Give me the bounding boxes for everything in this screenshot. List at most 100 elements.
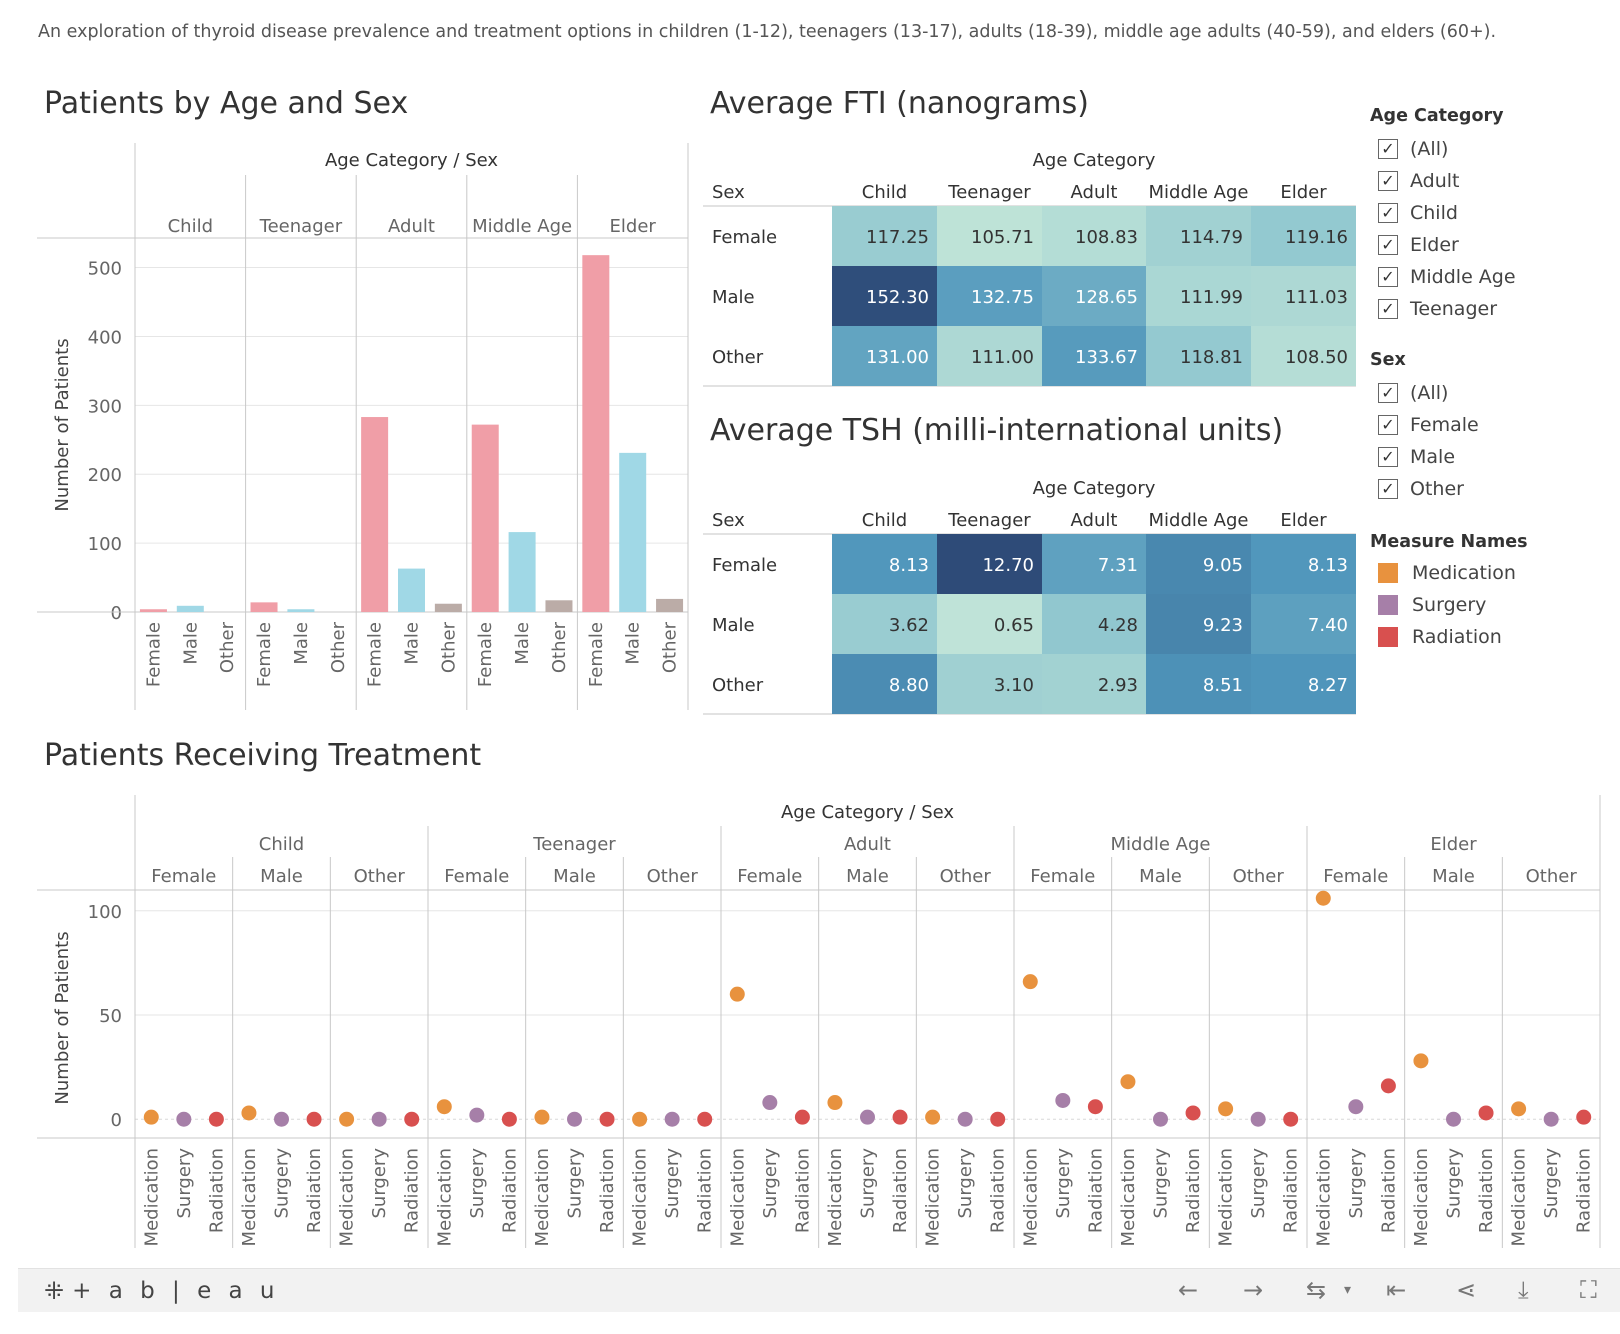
age-filter-option-label: Elder xyxy=(1410,234,1459,256)
age-filter-option-adult[interactable]: ✓ Adult xyxy=(1378,168,1460,194)
bar-sex-label: Female xyxy=(586,622,607,687)
dot-measure-label: Medication xyxy=(923,1148,944,1246)
dot-teenager-male-radiation xyxy=(599,1111,615,1127)
bar-category-label-teenager: Teenager xyxy=(259,216,343,237)
dot-adult-male-medication xyxy=(827,1095,843,1111)
dot-elder-other-surgery xyxy=(1543,1111,1559,1127)
replay-menu-icon[interactable]: ▾ xyxy=(1344,1282,1352,1298)
dot-measure-label: Medication xyxy=(1509,1148,1530,1246)
dot-measure-label: Medication xyxy=(141,1148,162,1246)
dot-elder-other-radiation xyxy=(1576,1109,1592,1125)
age-filter-option-child[interactable]: ✓ Child xyxy=(1378,200,1458,226)
dot-elder-male-medication xyxy=(1413,1053,1429,1069)
dot-elder-female-medication xyxy=(1315,890,1331,906)
checkbox-checked-icon[interactable]: ✓ xyxy=(1378,383,1398,403)
dot-elder-female-surgery xyxy=(1348,1099,1364,1115)
dot-child-male-medication xyxy=(241,1105,257,1121)
dot-child-other-medication xyxy=(339,1111,355,1127)
dot-adult-other-medication xyxy=(925,1109,941,1125)
dot-measure-label: Medication xyxy=(337,1148,358,1246)
dot-measure-label: Surgery xyxy=(272,1148,293,1219)
bar-sex-label: Other xyxy=(438,621,459,673)
tsh-cell-other-child xyxy=(832,654,937,714)
fti-column-teenager: Teenager xyxy=(947,182,1031,203)
bar-category-label-middle-age: Middle Age xyxy=(472,216,572,237)
checkbox-checked-icon[interactable]: ✓ xyxy=(1378,299,1398,319)
legend-swatch xyxy=(1378,595,1398,615)
dot-measure-label: Radiation xyxy=(1183,1148,1204,1233)
age-filter-option-elder[interactable]: ✓ Elder xyxy=(1378,232,1459,258)
sex-filter-option-label: Other xyxy=(1410,478,1464,500)
fti-row-female: Female xyxy=(712,227,777,248)
dot-sex-label-elder-male: Male xyxy=(1432,866,1475,887)
age-filter-option-all[interactable]: ✓ (All) xyxy=(1378,136,1448,162)
dot-elder-male-surgery xyxy=(1446,1111,1461,1127)
share-icon[interactable]: ⋖ xyxy=(1456,1276,1477,1304)
checkbox-checked-icon[interactable]: ✓ xyxy=(1378,415,1398,435)
measure-legend-item-medication[interactable]: Medication xyxy=(1378,560,1516,586)
tsh-cell-male-teenager xyxy=(937,594,1042,654)
measure-legend-item-radiation[interactable]: Radiation xyxy=(1378,624,1502,650)
fti-heatmap: Age Category Sex Child Teenager Adult Middle … xyxy=(703,150,1356,387)
dot-adult-female-surgery xyxy=(762,1095,778,1111)
tsh-value-female-child: 8.13 xyxy=(889,555,929,576)
tableau-logo-icon: ⁜ xyxy=(44,1277,65,1305)
sex-filter-option-male[interactable]: ✓ Male xyxy=(1378,444,1455,470)
dot-teenager-male-surgery xyxy=(567,1111,582,1127)
dot-measure-label: Radiation xyxy=(1281,1148,1302,1233)
dot-sex-label-middle-age-other: Other xyxy=(1233,866,1285,887)
undo-icon[interactable]: ← xyxy=(1178,1276,1199,1304)
bar-y-tick-0: 0 xyxy=(111,603,122,624)
checkbox-checked-icon[interactable]: ✓ xyxy=(1378,267,1398,287)
sex-filter-option-other[interactable]: ✓ Other xyxy=(1378,476,1464,502)
tsh-value-other-elder: 8.27 xyxy=(1308,675,1348,696)
tsh-cell-male-adult xyxy=(1042,594,1146,654)
checkbox-checked-icon[interactable]: ✓ xyxy=(1378,171,1398,191)
tsh-cell-other-middle-age xyxy=(1146,654,1251,714)
bar-category-label-adult: Adult xyxy=(388,216,435,237)
dot-measure-label: Surgery xyxy=(760,1148,781,1219)
patients-by-age-sex-chart: Age Category / Sex 0 100 200 300 400 500 Number… xyxy=(37,143,689,710)
download-icon[interactable]: ⤓ xyxy=(1518,1276,1529,1304)
fullscreen-icon[interactable]: ⛶ xyxy=(1580,1276,1597,1304)
fti-value-male-middle-age: 111.99 xyxy=(1180,287,1243,308)
dot-teenager-other-medication xyxy=(632,1111,648,1127)
redo-icon[interactable]: → xyxy=(1243,1276,1264,1304)
sex-filter-option-female[interactable]: ✓ Female xyxy=(1378,412,1479,438)
fti-row-header: Sex xyxy=(712,182,745,203)
replay-icon[interactable]: ⇆ xyxy=(1306,1276,1327,1304)
sex-filter-option-all[interactable]: ✓ (All) xyxy=(1378,380,1448,406)
age-filter-option-teenager[interactable]: ✓ Teenager xyxy=(1378,296,1497,322)
fti-body: Age Category Sex Child Teenager Adult Middle … xyxy=(703,150,1356,387)
dot-sex-label-middle-age-female: Female xyxy=(1030,866,1095,887)
fti-row-other: Other xyxy=(712,347,764,368)
checkbox-checked-icon[interactable]: ✓ xyxy=(1378,139,1398,159)
fti-value-male-elder: 111.03 xyxy=(1285,287,1348,308)
dot-sex-label-adult-other: Other xyxy=(940,866,992,887)
measure-legend-item-surgery[interactable]: Surgery xyxy=(1378,592,1486,618)
tsh-cell-female-elder xyxy=(1251,534,1356,594)
dot-middle-age-other-medication xyxy=(1218,1101,1234,1117)
dot-measure-label: Radiation xyxy=(792,1148,813,1233)
dot-y-tick-100: 100 xyxy=(88,902,122,923)
dot-measure-label: Surgery xyxy=(955,1148,976,1219)
fti-cell-male-adult xyxy=(1042,266,1146,326)
checkbox-checked-icon[interactable]: ✓ xyxy=(1378,479,1398,499)
checkbox-checked-icon[interactable]: ✓ xyxy=(1378,203,1398,223)
fti-column-elder: Elder xyxy=(1280,182,1327,203)
tableau-logo[interactable]: ⁜ + a b | e a u xyxy=(44,1277,280,1305)
bar-sex-label: Male xyxy=(291,622,312,665)
bar-elder-female xyxy=(582,255,610,612)
bar-sex-label: Male xyxy=(402,622,423,665)
fti-cell-male-middle-age xyxy=(1146,266,1251,326)
tsh-cell-other-elder xyxy=(1251,654,1356,714)
age-filter-option-middle-age[interactable]: ✓ Middle Age xyxy=(1378,264,1516,290)
bar-adult-male xyxy=(398,568,425,612)
checkbox-checked-icon[interactable]: ✓ xyxy=(1378,235,1398,255)
checkbox-checked-icon[interactable]: ✓ xyxy=(1378,447,1398,467)
dot-sex-label-elder-female: Female xyxy=(1323,866,1388,887)
dot-child-female-surgery xyxy=(176,1111,192,1127)
dot-child-female-radiation xyxy=(208,1111,224,1127)
revert-icon[interactable]: ⇤ xyxy=(1386,1276,1407,1304)
tsh-cell-female-teenager xyxy=(937,534,1042,594)
